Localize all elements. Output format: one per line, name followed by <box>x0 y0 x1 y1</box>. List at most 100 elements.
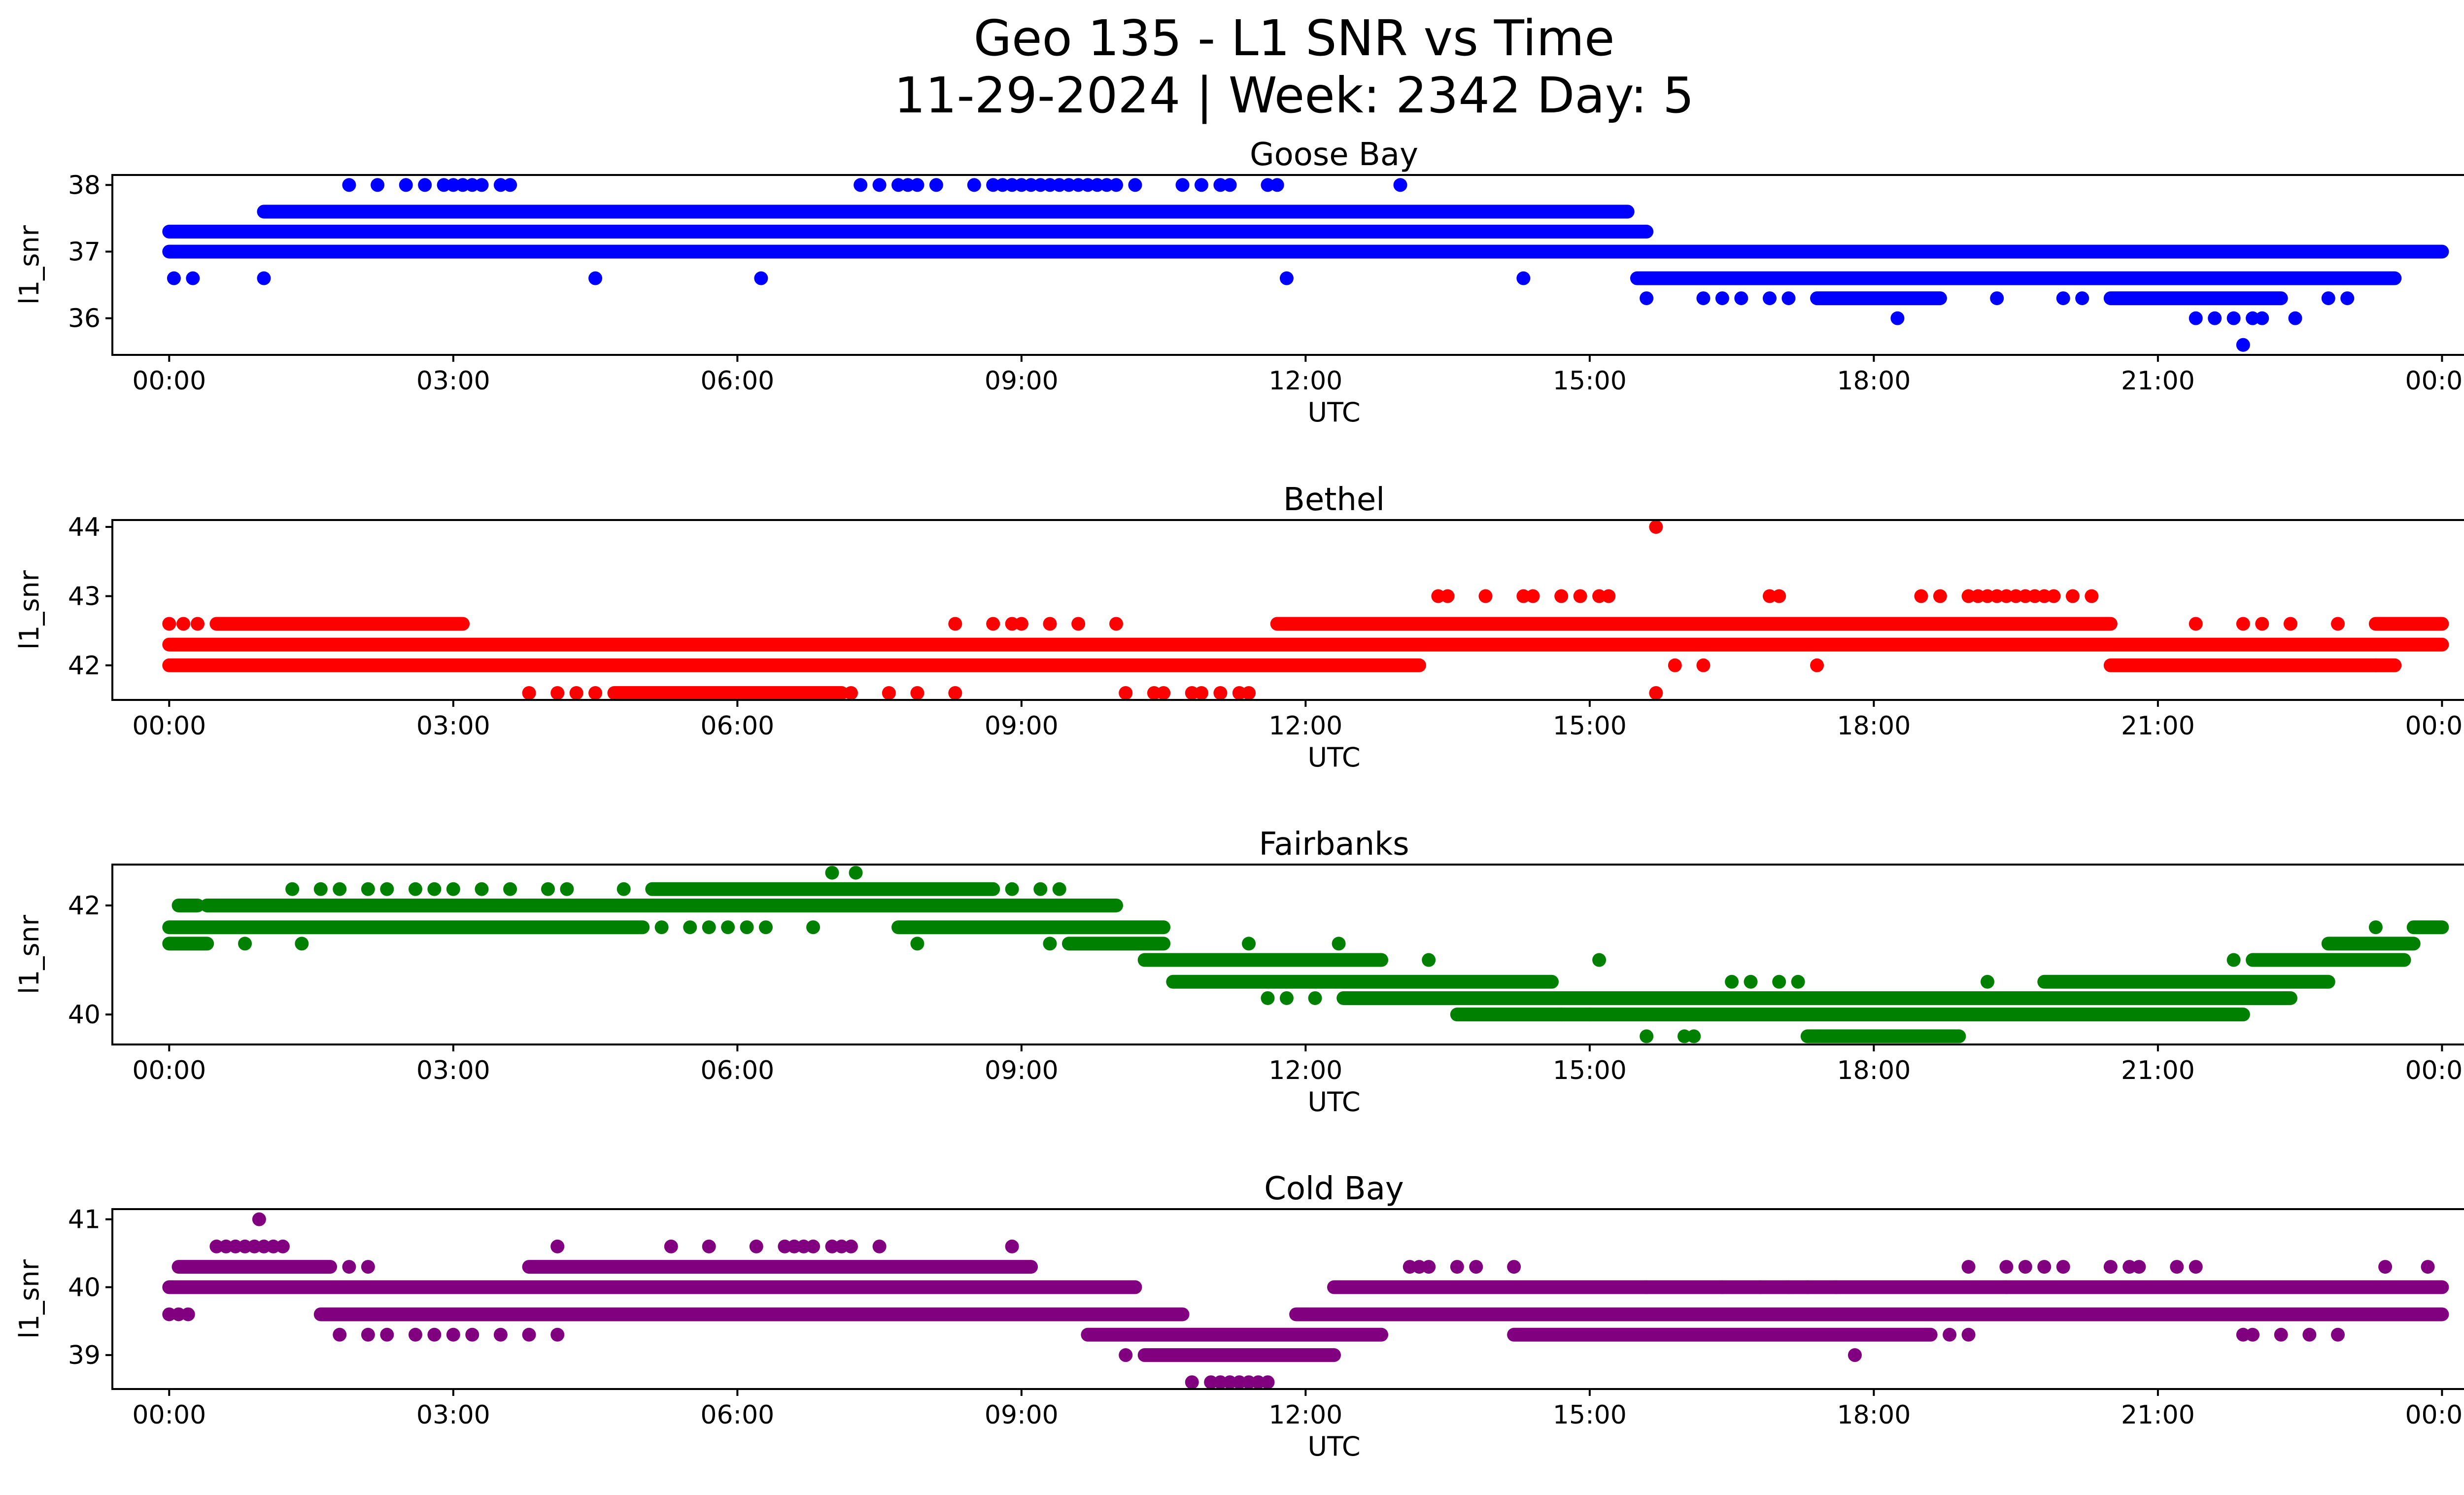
scatter-point <box>806 920 821 935</box>
scatter-point <box>1242 686 1256 700</box>
x-tick-label: 21:00 <box>2121 366 2195 396</box>
subplot-title: Bethel <box>1283 482 1385 518</box>
scatter-point <box>313 882 328 896</box>
scatter-point <box>2236 617 2250 631</box>
scatter-point <box>1279 271 1294 285</box>
scatter-point <box>1431 589 1445 603</box>
x-tick-label: 09:00 <box>985 1056 1059 1085</box>
x-tick-label: 21:00 <box>2121 711 2195 741</box>
scatter-point <box>1332 937 1346 951</box>
scatter-point <box>1961 1327 1976 1342</box>
scatter-point <box>929 178 943 192</box>
scatter-point <box>834 1239 849 1253</box>
x-tick-label: 00:00 <box>2405 1056 2464 1085</box>
scatter-point <box>1990 589 2004 603</box>
scatter-band <box>1800 1029 1966 1043</box>
scatter-point <box>2189 311 2203 325</box>
x-tick-label: 06:00 <box>700 1056 774 1085</box>
x-tick-label: 00:00 <box>2405 1400 2464 1430</box>
x-tick-label: 18:00 <box>1837 366 1911 396</box>
scatter-point <box>503 178 517 192</box>
scatter-series <box>162 520 2449 700</box>
scatter-point <box>758 920 773 935</box>
scatter-point <box>588 686 603 700</box>
scatter-point <box>1090 178 1104 192</box>
y-axis-label: l1_snr <box>14 570 45 650</box>
scatter-point <box>1157 686 1171 700</box>
scatter-point <box>1762 291 1777 306</box>
x-tick-label: 00:00 <box>132 711 206 741</box>
scatter-point <box>740 920 754 935</box>
scatter-point <box>1081 178 1095 192</box>
x-tick-label: 15:00 <box>1553 1400 1627 1430</box>
scatter-point <box>209 1239 224 1253</box>
scatter-point <box>588 271 603 285</box>
y-tick-label: 44 <box>68 513 101 542</box>
scatter-point <box>1516 271 1531 285</box>
scatter-band <box>2103 291 2288 306</box>
scatter-point <box>1005 882 1019 896</box>
scatter-point <box>1043 617 1057 631</box>
scatter-band <box>607 686 849 700</box>
scatter-point <box>1943 1327 1957 1342</box>
x-tick-label: 03:00 <box>416 1056 490 1085</box>
scatter-point <box>1696 658 1711 672</box>
scatter-point <box>2368 920 2383 935</box>
scatter-point <box>2037 1260 2052 1274</box>
scatter-band <box>2368 617 2449 631</box>
x-tick-label: 06:00 <box>700 1400 774 1430</box>
scatter-point <box>427 882 442 896</box>
scatter-point <box>1554 589 1569 603</box>
scatter-point <box>550 1327 565 1342</box>
subplot-cold-bay: Cold Bay 00:00 03:00 06:00 09:00 12:00 15:00 18… <box>14 1171 2464 1462</box>
scatter-point <box>1043 937 1057 951</box>
scatter-point <box>1052 178 1066 192</box>
scatter-point <box>399 178 413 192</box>
x-tick-label: 18:00 <box>1837 1400 1911 1430</box>
scatter-point <box>408 1327 422 1342</box>
scatter-point <box>275 1239 290 1253</box>
scatter-point <box>882 686 896 700</box>
scatter-point <box>1781 1280 1796 1294</box>
scatter-point <box>1640 1280 1654 1294</box>
scatter-point <box>1232 686 1246 700</box>
scatter-point <box>1185 1375 1199 1389</box>
x-tick-label: 03:00 <box>416 711 490 741</box>
scatter-point <box>247 1239 262 1253</box>
scatter-point <box>522 1327 536 1342</box>
scatter-point <box>2274 1327 2288 1342</box>
scatter-point <box>1099 178 1114 192</box>
scatter-point <box>238 1239 252 1253</box>
x-tick-label: 00:00 <box>2405 366 2464 396</box>
scatter-point <box>1440 589 1455 603</box>
scatter-band <box>645 882 1000 896</box>
scatter-point <box>854 178 868 192</box>
scatter-point <box>1668 658 1682 672</box>
scatter-point <box>787 1239 801 1253</box>
x-tick-label: 21:00 <box>2121 1056 2195 1085</box>
scatter-point <box>986 178 1000 192</box>
scatter-point <box>2368 658 2383 672</box>
x-tick-label: 06:00 <box>700 366 774 396</box>
scatter-point <box>702 1239 716 1253</box>
scatter-point <box>2255 311 2269 325</box>
x-tick-label: 00:00 <box>132 1056 206 1085</box>
scatter-point <box>1109 178 1124 192</box>
scatter-point <box>2189 617 2203 631</box>
y-tick-label: 39 <box>68 1341 101 1370</box>
plot-frame <box>111 864 2464 1045</box>
scatter-point <box>550 686 565 700</box>
scatter-point <box>371 178 385 192</box>
x-tick-label: 03:00 <box>416 366 490 396</box>
x-tick-label: 15:00 <box>1553 711 1627 741</box>
scatter-point <box>2340 291 2355 306</box>
scatter-point <box>616 882 631 896</box>
scatter-band <box>162 244 2449 259</box>
scatter-point <box>1279 991 1294 1005</box>
scatter-band <box>162 637 2449 652</box>
scatter-point <box>418 178 432 192</box>
scatter-point <box>1810 658 1824 672</box>
scatter-point <box>1772 589 1786 603</box>
scatter-point <box>257 1239 271 1253</box>
plot-frame <box>111 174 2464 356</box>
